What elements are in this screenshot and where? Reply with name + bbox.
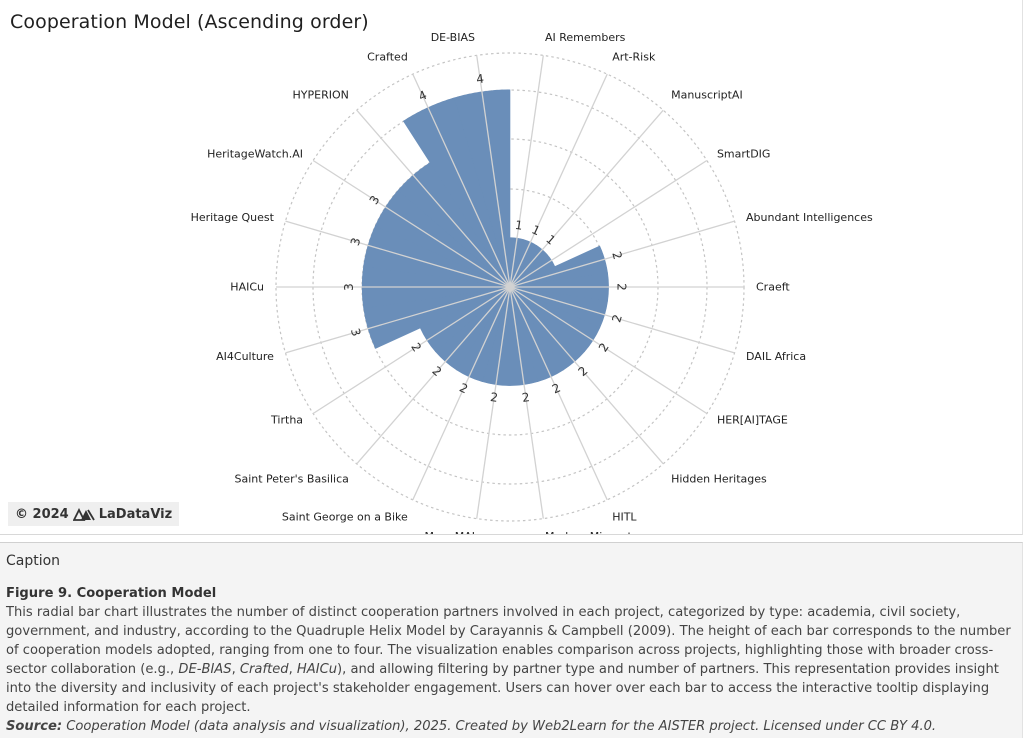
- value-label: 3: [367, 193, 383, 207]
- copyright-text: © 2024: [15, 506, 69, 522]
- figure-title: Figure 9. Cooperation Model: [6, 586, 217, 601]
- spoke: [476, 55, 511, 288]
- caption-description: This radial bar chart illustrates the nu…: [6, 605, 1011, 715]
- caption-text-end: ), and allowing filtering by partner typ…: [6, 662, 999, 715]
- value-label: 1: [514, 218, 524, 233]
- caption-example: HAICu: [296, 662, 338, 677]
- value-label: 2: [609, 313, 625, 324]
- category-labels: AI Remembers Art-Risk ManuscriptAI SmartDIG…: [191, 31, 873, 534]
- category-label: HeritageWatch.AI: [207, 148, 303, 161]
- spoke: [285, 286, 511, 354]
- brand-name: LaDataViz: [98, 506, 173, 522]
- value-label: 2: [521, 390, 531, 405]
- source-text: Cooperation Model (data analysis and vis…: [62, 719, 937, 734]
- caption-example: DE-BIAS: [178, 662, 232, 677]
- spoke: [509, 286, 608, 501]
- value-label: 4: [416, 88, 429, 104]
- category-label: HYPERION: [293, 89, 349, 102]
- value-label: 2: [457, 381, 470, 397]
- value-label: 1: [530, 222, 543, 238]
- category-label: Tirtha: [270, 414, 303, 427]
- category-label: DE-BIAS: [431, 31, 475, 44]
- value-label: 2: [615, 283, 629, 291]
- spoke: [509, 286, 664, 465]
- category-label: HAICu: [230, 281, 264, 294]
- source-label: Source:: [6, 719, 63, 734]
- ladataviz-logo-icon: [72, 507, 95, 521]
- spoke: [509, 286, 735, 354]
- chart-title: Cooperation Model (Ascending order): [10, 11, 369, 33]
- spoke: [476, 286, 511, 519]
- value-label: 2: [550, 381, 563, 397]
- category-label: DAIL Africa: [746, 350, 806, 363]
- spoke: [356, 286, 511, 465]
- value-label: 2: [489, 390, 499, 405]
- spoke: [412, 73, 511, 288]
- value-label: 2: [408, 340, 424, 354]
- category-label: AI Remembers: [545, 31, 626, 44]
- source-line: Source: Cooperation Model (data analysis…: [6, 717, 1014, 736]
- category-label: HITL: [612, 510, 637, 523]
- caption-body: Figure 9. Cooperation Model This radial …: [6, 584, 1014, 736]
- value-label: 4: [475, 71, 485, 86]
- value-label: 3: [342, 283, 356, 291]
- category-label: MonuMAI: [425, 530, 475, 534]
- spoke: [509, 73, 608, 288]
- spoke: [509, 286, 708, 415]
- value-label: 3: [348, 327, 364, 338]
- spoke: [509, 159, 708, 288]
- category-label: AI4Culture: [216, 350, 274, 363]
- caption-example: Crafted: [239, 662, 289, 677]
- category-label: Modern Migrants: [545, 530, 638, 534]
- caption-panel: Caption Figure 9. Cooperation Model This…: [0, 542, 1023, 738]
- copyright-badge: © 2024 LaDataViz: [8, 502, 180, 526]
- spoke: [509, 109, 664, 288]
- spoke: [285, 220, 511, 288]
- category-label: Abundant Intelligences: [746, 211, 873, 224]
- category-label: Saint Peter's Basilica: [234, 472, 348, 485]
- category-label: HER[AI]TAGE: [717, 414, 788, 427]
- spoke: [356, 109, 511, 288]
- category-label: ManuscriptAI: [671, 89, 743, 102]
- bars: [361, 89, 609, 386]
- category-label: Saint George on a Bike: [282, 510, 408, 523]
- caption-heading: Caption: [6, 553, 61, 569]
- category-label: Craeft: [756, 281, 790, 294]
- category-label: Crafted: [367, 51, 408, 64]
- category-label: Art-Risk: [612, 51, 656, 64]
- value-label: 2: [596, 340, 612, 354]
- category-label: Hidden Heritages: [671, 472, 767, 485]
- caption-text-start: This radial bar chart illustrates the nu…: [6, 605, 1011, 677]
- spoke: [412, 286, 511, 501]
- spokes: [276, 55, 744, 519]
- category-label: Heritage Quest: [191, 211, 275, 224]
- spoke: [509, 286, 544, 519]
- spoke: [312, 159, 511, 288]
- spoke: [312, 286, 511, 415]
- value-label: 3: [348, 236, 364, 247]
- spoke: [509, 220, 735, 288]
- spoke: [509, 55, 544, 288]
- value-label: 2: [609, 250, 625, 261]
- category-label: SmartDIG: [717, 148, 771, 161]
